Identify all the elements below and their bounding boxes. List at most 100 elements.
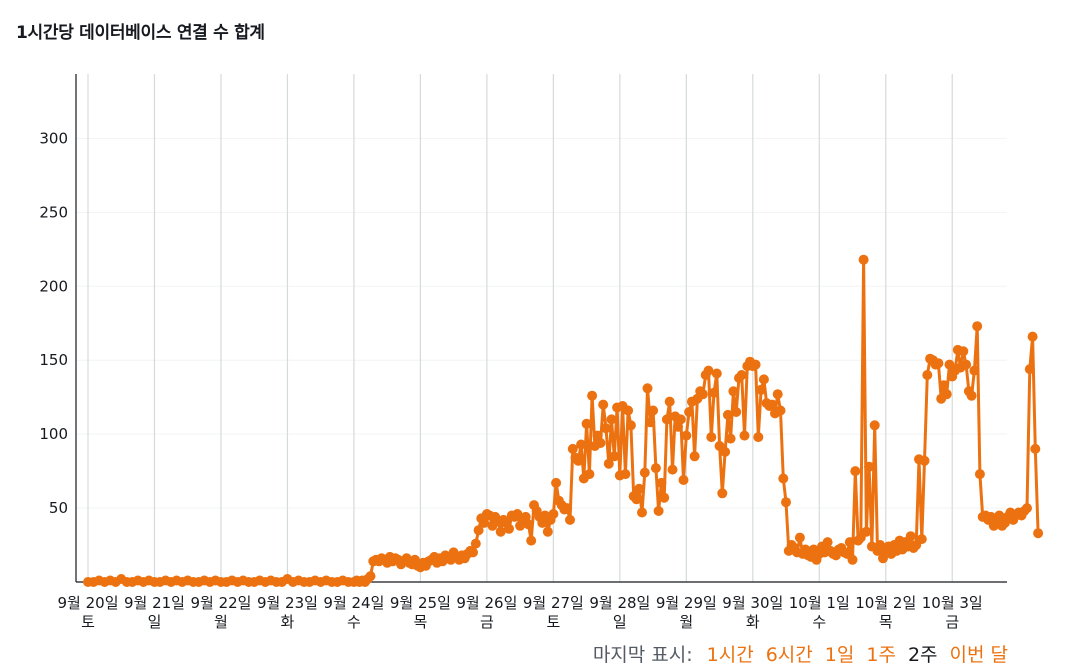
data-point: [1030, 443, 1041, 454]
data-point: [656, 477, 667, 488]
x-tick-label: 10월 3일: [922, 594, 983, 612]
range-option-6h[interactable]: 6시간: [765, 644, 813, 666]
data-point: [678, 475, 689, 485]
data-point: [772, 389, 783, 400]
data-point: [794, 532, 805, 543]
x-tick-sublabel: 금: [480, 613, 494, 631]
series-group: [83, 254, 1044, 587]
data-point: [365, 571, 376, 582]
x-tick-sublabel: 일: [148, 613, 162, 631]
y-tick-label: 150: [39, 351, 68, 369]
data-point: [620, 469, 631, 480]
data-point: [725, 433, 736, 444]
data-point: [878, 553, 888, 564]
data-point: [645, 417, 656, 428]
x-tick-label: 9월 29일: [656, 594, 717, 612]
range-option-2w[interactable]: 2주: [907, 644, 938, 666]
data-point: [844, 537, 855, 548]
data-point: [639, 467, 650, 478]
data-point: [861, 526, 872, 537]
data-point: [969, 365, 980, 376]
data-point: [565, 514, 575, 525]
data-point: [1022, 503, 1032, 514]
data-point: [609, 451, 620, 462]
data-point: [675, 414, 686, 425]
y-tick-label: 100: [39, 425, 68, 443]
data-point: [551, 477, 562, 488]
x-tick-label: 9월 27일: [523, 594, 584, 612]
range-option-this-month[interactable]: 이번 달: [949, 644, 1008, 666]
data-point: [681, 430, 692, 441]
data-point: [758, 374, 769, 385]
data-point: [972, 321, 983, 332]
data-point: [961, 359, 972, 370]
x-tick-label: 9월 24일: [323, 594, 384, 612]
time-range-selector: 마지막 표시: 1시간 6시간 1일 1주 2주 이번 달: [593, 640, 1008, 667]
data-point: [731, 407, 742, 417]
data-point: [526, 535, 537, 546]
data-point: [858, 254, 869, 265]
data-point: [697, 389, 708, 400]
data-point: [753, 432, 764, 443]
data-point: [584, 469, 595, 480]
data-point: [625, 420, 636, 431]
data-point: [847, 554, 858, 565]
y-tick-label: 250: [39, 203, 68, 221]
x-tick-label: 9월 20일: [58, 594, 119, 612]
data-point: [717, 488, 728, 499]
data-point: [587, 390, 598, 401]
data-point: [966, 390, 977, 401]
data-point: [667, 464, 678, 475]
data-point: [603, 458, 614, 469]
data-point: [661, 414, 672, 425]
x-tick-label: 9월 23일: [257, 594, 318, 612]
data-point: [933, 358, 944, 369]
data-point: [473, 525, 484, 536]
data-point: [495, 526, 506, 537]
x-tick-label: 9월 26일: [456, 594, 517, 612]
data-point: [994, 510, 1005, 521]
grid-lines: [76, 74, 1007, 582]
data-point: [775, 405, 786, 416]
data-point: [470, 538, 481, 549]
x-tick-sublabel: 수: [347, 613, 361, 631]
y-tick-label: 300: [39, 129, 68, 147]
x-tick-sublabel: 금: [945, 613, 959, 631]
data-point: [864, 461, 875, 472]
range-option-1d[interactable]: 1일: [824, 644, 855, 666]
data-point: [523, 519, 534, 530]
data-point: [736, 370, 747, 380]
data-point: [542, 526, 553, 537]
range-option-1h[interactable]: 1시간: [706, 644, 754, 666]
data-point: [711, 368, 722, 379]
series-line: [88, 258, 1040, 584]
data-point: [573, 455, 584, 466]
data-point: [941, 389, 952, 400]
data-point: [598, 399, 609, 410]
x-tick-sublabel: 화: [281, 613, 295, 631]
data-point: [958, 346, 969, 357]
data-point: [1024, 364, 1035, 375]
time-range-label: 마지막 표시:: [592, 644, 693, 666]
data-point: [706, 432, 717, 443]
data-point: [595, 438, 606, 448]
x-tick-sublabel: 월: [214, 613, 228, 631]
x-tick-sublabel: 목: [413, 613, 427, 631]
range-option-1w[interactable]: 1주: [866, 644, 896, 666]
x-tick-sublabel: 목: [879, 613, 893, 631]
data-point: [664, 396, 675, 407]
chart-title: 1시간당 데이터베이스 연결 수 합계: [16, 23, 265, 43]
data-point: [767, 399, 778, 410]
data-point: [648, 405, 659, 416]
x-tick-sublabel: 일: [613, 613, 627, 631]
data-point: [479, 517, 490, 528]
x-tick-sublabel: 월: [679, 613, 693, 631]
data-point: [974, 469, 985, 480]
data-point: [1027, 331, 1038, 342]
data-point: [822, 537, 833, 548]
data-point: [850, 466, 861, 477]
data-point: [720, 446, 731, 457]
data-point: [468, 547, 478, 558]
data-point: [739, 430, 750, 441]
